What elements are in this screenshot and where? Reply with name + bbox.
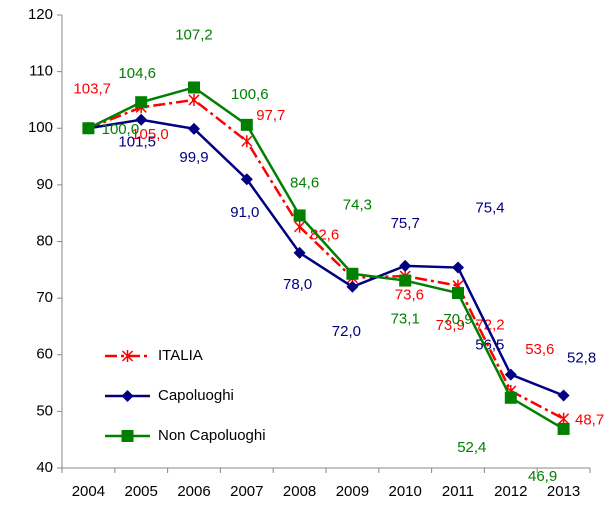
marker: [346, 267, 359, 280]
marker: [188, 93, 200, 106]
x-tick-label: 2006: [177, 483, 210, 500]
marker: [557, 422, 570, 435]
data-label: 105,0: [131, 126, 169, 143]
x-tick-label: 2013: [547, 483, 580, 500]
marker: [121, 390, 134, 402]
data-label: 78,0: [283, 276, 312, 293]
data-label: 73,9: [436, 317, 465, 334]
marker: [135, 113, 148, 126]
legend-label: Capoluoghi: [158, 387, 234, 404]
data-label: 73,6: [395, 287, 424, 304]
y-tick-label: 110: [29, 63, 53, 80]
series: 100,0 104,6 107,2 100,6 84,6 74,3 73,1 70,9 52,4…: [82, 26, 570, 485]
data-label: 70,9: [443, 311, 472, 328]
data-label: 101,5: [118, 134, 156, 151]
data-label: 56,5: [475, 337, 504, 354]
data-label: 104,6: [118, 65, 156, 82]
data-label: 48,7: [575, 412, 604, 429]
data-label: 75,4: [475, 200, 504, 217]
y-tick-label: 40: [36, 459, 53, 476]
y-tick-label: 120: [28, 6, 53, 23]
marker: [452, 287, 464, 300]
data-label: 82,6: [310, 227, 339, 244]
marker: [504, 368, 517, 381]
marker: [188, 81, 200, 94]
marker: [452, 261, 464, 274]
marker: [121, 430, 134, 442]
marker: [293, 209, 306, 222]
marker: [240, 173, 253, 186]
marker: [346, 280, 359, 293]
marker: [121, 350, 134, 362]
marker: [135, 96, 148, 109]
series-line: [87, 98, 565, 420]
x-tick-label: 2004: [72, 483, 105, 500]
data-label: 72,0: [332, 323, 361, 340]
x-tick-label: 2008: [283, 483, 316, 500]
marker: [399, 274, 412, 287]
marker: [241, 135, 253, 148]
y-tick-label: 60: [36, 346, 53, 363]
data-label: 53,6: [525, 341, 554, 358]
marker: [558, 412, 570, 425]
series-line: [88, 118, 565, 397]
marker: [82, 122, 95, 135]
marker: [240, 118, 253, 131]
marker: [293, 246, 306, 259]
y-tick-label: 100: [28, 119, 53, 136]
data-label: 52,4: [457, 439, 486, 456]
marker: [188, 122, 200, 135]
series-line: [87, 86, 565, 431]
data-label: 74,3: [343, 197, 372, 214]
marker: [557, 389, 570, 402]
data-label: 103,7: [73, 80, 111, 97]
data-label: 84,6: [290, 174, 319, 191]
marker: [399, 259, 412, 272]
data-label: 73,1: [391, 311, 420, 328]
x-tick-label: 2005: [125, 483, 158, 500]
data-label: 52,8: [567, 349, 596, 366]
data-label: 91,0: [230, 204, 259, 221]
data-label: 46,9: [528, 468, 557, 485]
data-label: 107,2: [175, 26, 213, 43]
legend-label: Non Capoluoghi: [158, 427, 266, 444]
marker: [294, 220, 306, 233]
x-tick-label: 2009: [336, 483, 369, 500]
x-tick-label: 2007: [230, 483, 263, 500]
series: 103,7 105,0 97,7 82,6 73,6 73,9 72,2 53,6 48,7: [73, 80, 604, 428]
y-tick-label: 80: [36, 232, 53, 249]
y-tick-label: 90: [36, 176, 53, 193]
data-label: 100,6: [231, 86, 269, 103]
y-tick-label: 50: [36, 402, 53, 419]
legend-label: ITALIA: [158, 347, 203, 364]
y-tick-label: 70: [36, 289, 53, 306]
x-tick-label: 2011: [442, 483, 474, 500]
data-label: 72,2: [475, 317, 504, 334]
x-tick-label: 2012: [494, 483, 527, 500]
data-label: 97,7: [256, 107, 285, 124]
x-tick-label: 2010: [389, 483, 422, 500]
data-label: 99,9: [179, 149, 208, 166]
data-label: 100,0: [102, 121, 140, 138]
marker: [504, 391, 517, 404]
data-label: 75,7: [391, 215, 420, 232]
series: 101,5 99,9 91,0 78,0 72,0 75,7 75,4 56,5 52,8: [82, 113, 596, 402]
